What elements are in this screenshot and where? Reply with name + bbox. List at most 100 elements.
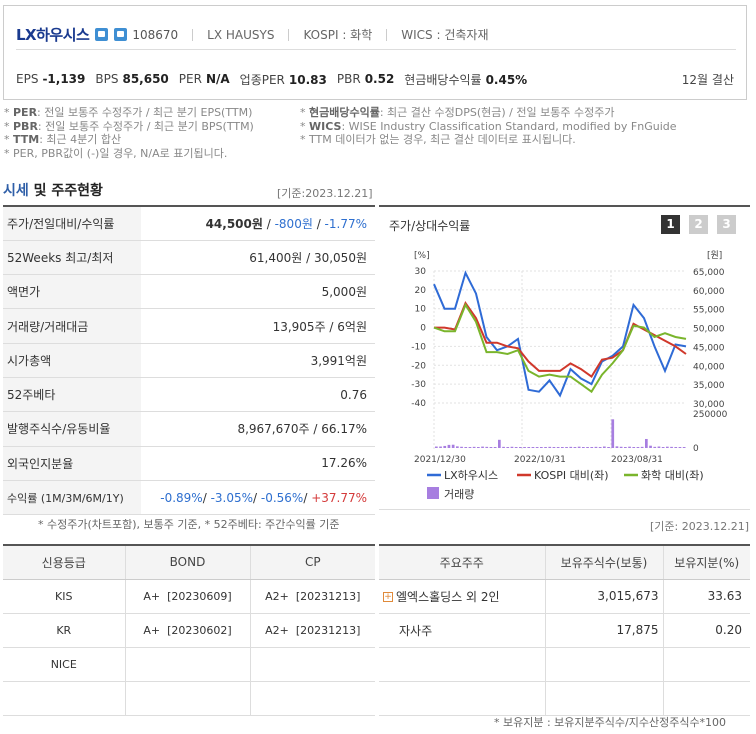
right-tick-label: 30,000 [693,400,725,410]
volume-bar [682,447,686,448]
note-na: * PER, PBR값이 (-)일 경우, N/A로 표기됩니다. [4,146,228,160]
volume-bar [569,446,573,448]
chart-page-2[interactable]: 2 [689,215,708,234]
volume-bar [456,446,459,448]
market-footnote: * 수정주가(차트포함), 보통주 기준, * 52주베타: 주간수익률 기준 [38,518,340,531]
home-icon[interactable] [95,28,109,41]
chart-title: 주가/상대수익률 [389,219,471,233]
ir-icon[interactable] [114,28,128,41]
eps-value: -1,139 [42,72,86,86]
left-tick-label: -30 [411,380,426,390]
market-date: [기준:2023.12.21] [277,187,373,200]
note-ttm: * TTM: 최근 4분기 합산 [4,133,122,146]
volume-bar [540,447,543,448]
volume-bar [582,447,585,448]
volume-bar [611,419,615,448]
market-table: 주가/전일대비/수익률 44,500원 / -800원 / -1.77% 52W… [3,204,375,516]
volume-bar [519,447,522,448]
volume-bar [527,447,531,448]
company-name[interactable]: LX하우시스 [16,26,90,44]
volume-bar [666,446,669,448]
right-tick-label: 35,000 [693,381,725,391]
volume-bar [632,447,636,448]
volume-bar [649,445,652,448]
note-wics: * WICS: WISE Industry Classification Sta… [300,119,677,133]
volume-bar [498,439,501,448]
industry-per-label: 업종PER [239,72,285,87]
volume-bar [619,446,623,448]
volume-bar [645,438,648,448]
table-row: 52주베타 0.76 [3,377,375,413]
price-value: 44,500원 [205,216,263,231]
volume-bar [481,446,484,448]
volume-bar [628,446,631,448]
volume-bar [439,446,442,448]
volume-bar [544,447,547,448]
chart-page-3[interactable]: 3 [717,215,736,234]
volume-bar [653,446,657,448]
pbr-value: 0.52 [364,72,395,86]
chart-page-1[interactable]: 1 [661,215,680,234]
table-row: KR A+ [20230602] A2+ [20231213] [3,613,375,648]
bps-value: 85,650 [122,72,169,86]
volume-bar [561,447,564,448]
volume-bar [548,446,552,448]
note-dividend: * 현금배당수익률: 최근 결산 수정DPS(현금) / 전일 보통주 수정주가 [300,106,615,119]
right-tick-label: 40,000 [693,362,725,372]
left-tick-label: 30 [415,267,427,277]
volume-bar [640,446,644,448]
eps-label: EPS [16,72,39,86]
industry-per-value: 10.83 [288,72,327,87]
volume-bar [624,447,627,448]
volume-bar [477,447,480,448]
table-row: 발행주식수/유동비율 8,967,670주 / 66.17% [3,411,375,447]
right-tick-label: 60,000 [693,287,725,297]
table-row: 액면가 5,000원 [3,274,375,310]
left-tick-label: -20 [411,361,426,371]
volume-bar [556,447,560,448]
series-line [434,301,687,379]
table-row [379,647,750,682]
volume-bar [468,447,472,448]
volume-bar [661,447,665,448]
volume-bar [657,446,661,448]
volume-bar [460,446,463,448]
volume-bar [590,447,594,448]
left-tick-label: -40 [411,399,426,409]
volume-bar [636,447,640,448]
stock-code: 108670 [132,27,179,42]
table-row: 52Weeks 최고/최저 61,400원 / 30,050원 [3,240,375,276]
table-row [379,681,750,716]
note-pbr: * PBR: 전일 보통주 수정주가 / 최근 분기 BPS(TTM) [4,119,254,133]
volume-bar [594,446,598,448]
metrics-row: EPS -1,139 BPS 85,650 PER N/A 업종PER 10.83 PB… [16,68,734,90]
volume-bar [510,446,514,448]
volume-bar [603,446,606,448]
table-row: 수익률 (1M/3M/6M/1Y) -0.89%/ -3.05%/ -0.56%… [3,480,375,516]
volume-bar [447,444,451,448]
volume-tick-label: 0 [693,444,699,454]
expand-icon[interactable]: + [383,592,393,602]
section-title: 시세 및 주주현황 [3,183,103,199]
volume-bar [586,447,589,448]
table-header: 주요주주 보유주식수(보통) 보유지분(%) [379,544,750,580]
dividend-yield-label: 현금배당수익률 [404,72,482,87]
table-row: 시가총액 3,991억원 [3,343,375,378]
volume-bar [472,446,476,448]
volume-bar [607,447,610,448]
volume-bar [523,447,526,448]
volume-bar [506,447,510,448]
volume-bar [577,446,581,448]
per-label: PER [178,72,202,86]
english-name: LX HAUSYS [207,27,275,42]
legend-label: 거래량 [444,488,474,501]
price-chart: [%] [원] 30 20 10 0 -10 -20 -30 -40 65,000 60,000 55,… [411,250,727,501]
shareholders-date: [기준: 2023.12.21] [650,520,750,533]
note-ttm-missing: * TTM 데이터가 없는 경우, 최근 결산 데이터로 표시됩니다. [300,133,576,146]
company-title-row: LX하우시스 108670 LX HAUSYS KOSPI : 화학 WICS … [16,20,736,50]
price-rate: -1.77% [324,216,367,231]
volume-bar [670,446,673,448]
credit-table: 신용등급 BOND CP KIS A+ [20230609] A2+ [2023… [3,544,375,716]
volume-bar [535,447,539,448]
volume-bar [443,445,447,448]
